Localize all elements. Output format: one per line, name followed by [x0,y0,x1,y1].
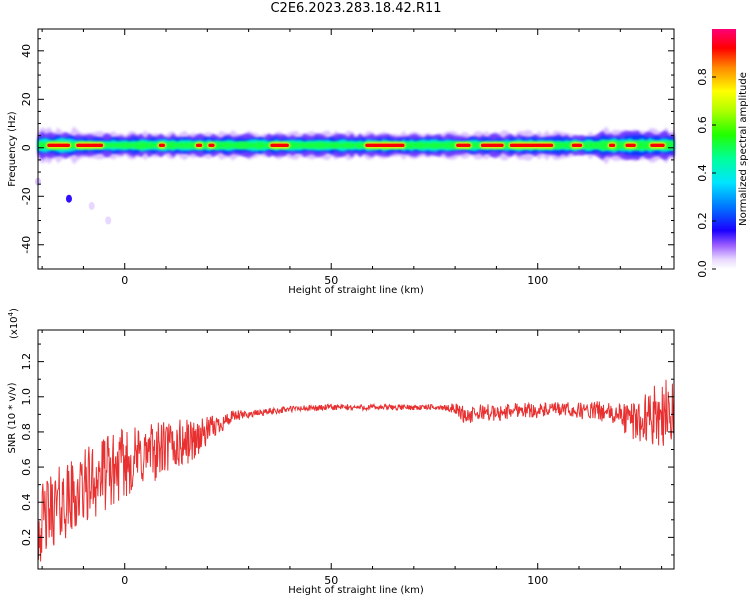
spectrogram-panel: 0 50 100 40 20 0 -20 -40 Height of straight lin… [7,28,675,296]
snr-line [37,379,675,562]
heatmap-peak-core [76,143,104,148]
heatmap-frame [37,28,675,270]
heatmap-blob [65,194,72,203]
snr-y-tick-label: 0.8 [20,423,33,441]
snr-y-axis-title: SNR (10 * v/v) [7,382,18,453]
heatmap-peak-core [650,143,665,148]
colorbar-label: Normalized spectral amplitude [738,72,749,226]
snr-panel: 0 50 100 0.2 0.4 0.6 0.8 1.0 1.2 Height of strai… [7,308,675,596]
snr-ticks: 0 50 100 0.2 0.4 0.6 0.8 1.0 1.2 [20,330,674,587]
heatmap-blob [88,201,95,210]
snr-x-tick-label: 50 [324,574,338,587]
colorbar-tick-label: 0.4 [696,164,709,182]
heatmap-content [35,126,674,225]
heatmap-x-tick-label: 0 [121,274,128,287]
snr-x-axis-title: Height of straight line (km) [288,585,424,596]
colorbar-tick-label: 0.0 [696,260,709,278]
snr-y-multiplier-exp: 4 [7,311,15,316]
heatmap-blob [105,216,112,225]
colorbar-gradient [712,29,736,269]
snr-y-tick-label: 0.4 [20,493,33,511]
svg-text:(x104): (x104) [7,308,20,339]
snr-x-tick-label: 100 [527,574,548,587]
heatmap-peak-core [456,143,471,148]
colorbar-tick-label: 0.2 [696,212,709,230]
snr-frame [37,329,675,570]
heatmap-y-tick-label: -20 [20,187,33,205]
heatmap-peak-core [208,143,215,148]
snr-line-content [37,379,675,562]
heatmap-peak-core [608,143,616,148]
snr-y-multiplier-close: ) [9,308,20,312]
heatmap-y-axis-title: Frequency (Hz) [7,111,18,187]
snr-y-tick-label: 0.6 [20,458,33,476]
heatmap-peak-core [571,143,583,148]
colorbar-tick-label: 0.6 [696,116,709,134]
snr-y-tick-label: 1.2 [20,353,33,371]
colorbar-tick-label: 0.8 [696,68,709,86]
snr-plot-area [38,330,674,569]
snr-y-multiplier: (x104) [7,308,20,339]
snr-y-tick-label: 1.0 [20,388,33,406]
heatmap-y-tick-label: 20 [20,92,33,106]
heatmap-x-tick-label: 100 [527,274,548,287]
heatmap-y-tick-label: -40 [20,236,33,254]
heatmap-peak-core [270,143,289,148]
chart-title: C2E6.2023.283.18.42.R11 [270,1,442,16]
heatmap-peak-core [365,143,405,148]
heatmap-peak-core [480,143,504,148]
heatmap-peak-core [625,143,636,148]
heatmap-peak-core [158,143,166,148]
snr-y-multiplier-base: (x10 [9,316,20,339]
snr-x-tick-label: 0 [121,574,128,587]
colorbar-ticks: 0.0 0.2 0.4 0.6 0.8 [696,68,716,278]
heatmap-peak-core [47,143,71,148]
heatmap-y-tick-label: 40 [20,44,33,58]
heatmap-peak-core [195,143,203,148]
snr-y-tick-label: 0.2 [20,529,33,547]
colorbar: 0.0 0.2 0.4 0.6 0.8 Normalized spectral ampl… [696,29,749,278]
heatmap-x-tick-label: 50 [324,274,338,287]
heatmap-peak-core [509,143,554,148]
heatmap-y-tick-label: 0 [20,144,33,151]
heatmap-x-axis-title: Height of straight line (km) [288,285,424,296]
